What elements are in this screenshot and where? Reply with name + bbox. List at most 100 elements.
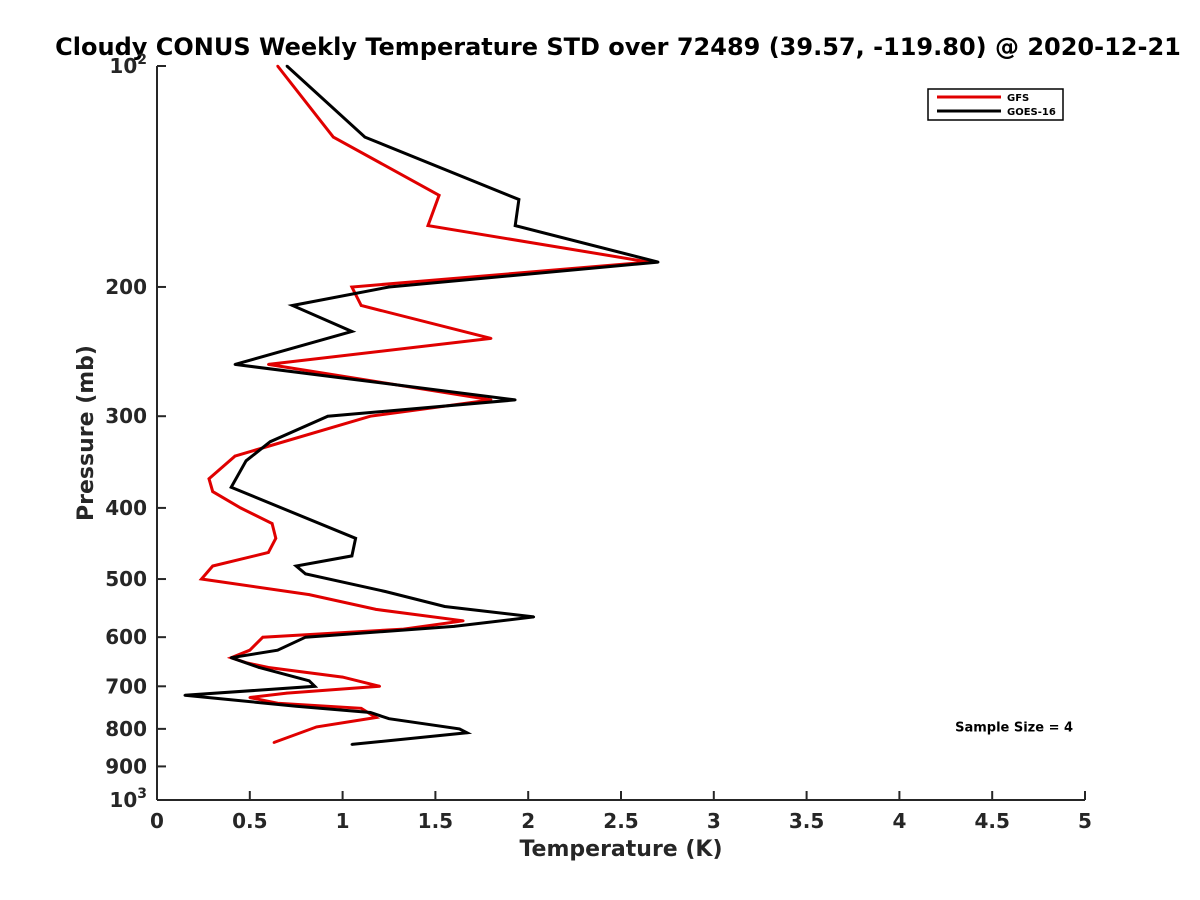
data-point-goes-16 <box>307 679 311 683</box>
data-point-gfs <box>267 363 270 366</box>
data-point-gfs <box>437 193 441 197</box>
data-point-goes-16 <box>465 731 469 735</box>
series-line-gfs <box>198 65 650 744</box>
y-tick-label: 200 <box>105 275 147 299</box>
data-point-gfs <box>350 285 354 289</box>
data-point-goes-16 <box>183 693 187 697</box>
x-tick-label: 1 <box>336 809 350 833</box>
data-point-gfs <box>248 696 252 699</box>
series-layer <box>183 64 660 746</box>
data-point-gfs <box>267 666 270 669</box>
data-point-goes-16 <box>294 564 298 568</box>
data-point-goes-16 <box>452 625 456 628</box>
data-point-goes-16 <box>304 572 307 576</box>
legend-box <box>927 88 1064 121</box>
data-point-gfs <box>426 224 430 227</box>
sample-size-annotation: Sample Size = 4 <box>955 721 1073 736</box>
data-point-goes-16 <box>313 685 317 688</box>
data-point-goes-16 <box>350 743 354 746</box>
data-point-gfs <box>374 608 378 611</box>
y-tick-label: 103 <box>109 786 147 812</box>
data-point-goes-16 <box>387 717 391 721</box>
data-point-gfs <box>239 506 242 510</box>
data-point-goes-16 <box>354 536 357 540</box>
x-tick-label: 3 <box>707 809 721 833</box>
data-point-gfs <box>233 454 237 458</box>
x-tick-label: 0.5 <box>232 809 267 833</box>
data-point-gfs <box>270 522 274 525</box>
x-tick-label: 5 <box>1078 809 1092 833</box>
x-tick-label: 4.5 <box>974 809 1009 833</box>
x-axis-label: Temperature (K) <box>519 837 722 862</box>
data-point-goes-16 <box>229 486 233 489</box>
data-point-gfs <box>461 619 465 623</box>
data-point-gfs <box>359 304 363 307</box>
legend: GFS GOES-16 <box>927 88 1064 121</box>
data-point-gfs <box>332 135 335 139</box>
data-point-gfs <box>285 691 289 695</box>
data-point-goes-16 <box>513 398 517 402</box>
data-point-gfs <box>341 675 344 679</box>
data-point-goes-16 <box>517 198 521 201</box>
data-point-gfs <box>200 577 203 581</box>
x-tick-label: 2 <box>521 809 535 833</box>
data-point-gfs <box>248 648 252 652</box>
data-point-goes-16 <box>285 64 289 68</box>
y-tick-label: 800 <box>105 717 147 741</box>
data-point-goes-16 <box>443 605 446 608</box>
y-axis-ticks: 102 200 300 400 500 600 700 800 900 103 <box>105 52 166 812</box>
data-point-gfs <box>207 477 211 481</box>
data-point-gfs <box>211 564 214 568</box>
data-point-goes-16 <box>458 727 461 731</box>
y-axis-label: Pressure (mb) <box>74 345 99 521</box>
data-point-gfs <box>261 635 265 639</box>
data-point-gfs <box>489 337 493 340</box>
data-point-goes-16 <box>383 590 387 593</box>
data-point-goes-16 <box>350 330 354 333</box>
data-point-goes-16 <box>387 285 391 289</box>
data-point-goes-16 <box>244 459 248 463</box>
data-point-goes-16 <box>369 711 372 714</box>
data-point-gfs <box>378 685 382 688</box>
x-tick-label: 3.5 <box>789 809 824 833</box>
data-point-goes-16 <box>532 615 536 619</box>
x-axis-ticks: 0 0.5 1 1.5 2 2.5 3 3.5 4 4.5 5 <box>150 791 1092 833</box>
data-point-goes-16 <box>656 260 660 264</box>
y-tick-label: 600 <box>105 625 147 649</box>
legend-label-goes-16: GOES-16 <box>1007 107 1056 118</box>
data-point-goes-16 <box>350 554 354 558</box>
data-point-goes-16 <box>513 224 517 227</box>
data-point-gfs <box>272 741 276 744</box>
y-tick-label: 300 <box>105 404 147 428</box>
x-tick-label: 2.5 <box>603 809 638 833</box>
data-point-gfs <box>267 551 270 554</box>
data-point-gfs <box>359 706 363 710</box>
data-point-goes-16 <box>229 656 233 660</box>
y-tick-label: 400 <box>105 496 147 520</box>
data-point-goes-16 <box>294 704 298 708</box>
data-point-gfs <box>211 490 214 493</box>
data-point-gfs <box>315 725 318 729</box>
data-point-goes-16 <box>326 414 330 418</box>
data-point-gfs <box>276 64 279 68</box>
data-point-goes-16 <box>233 363 237 366</box>
x-tick-label: 4 <box>892 809 906 833</box>
legend-label-gfs: GFS <box>1007 93 1029 104</box>
y-tick-label: 500 <box>105 567 147 591</box>
x-tick-label: 1.5 <box>418 809 453 833</box>
data-point-goes-16 <box>257 666 261 669</box>
data-point-goes-16 <box>268 440 272 444</box>
data-point-gfs <box>374 716 378 719</box>
chart-title: Cloudy CONUS Weekly Temperature STD over… <box>55 33 1181 61</box>
data-point-gfs <box>307 593 311 596</box>
y-tick-label: 102 <box>109 52 147 78</box>
data-point-goes-16 <box>304 635 307 639</box>
y-tick-label: 700 <box>105 674 147 698</box>
y-tick-label: 900 <box>105 754 147 778</box>
x-tick-label: 0 <box>150 809 164 833</box>
data-point-goes-16 <box>363 135 367 139</box>
data-point-gfs <box>274 536 278 540</box>
plot-area: 0 0.5 1 1.5 2 2.5 3 3.5 4 4.5 5 102 200 300 400 500 600… <box>105 52 1092 833</box>
data-point-goes-16 <box>276 648 279 652</box>
